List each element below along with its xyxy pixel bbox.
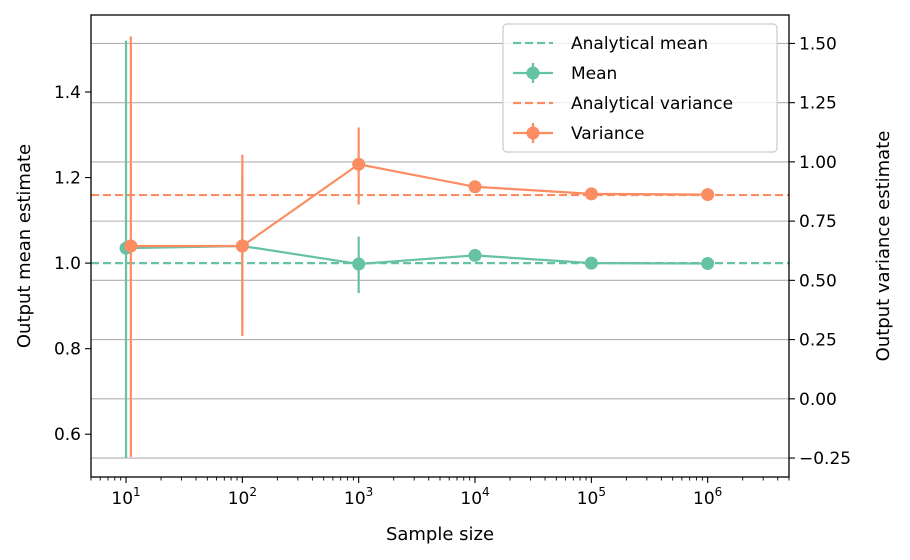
right-y-tick-label: 1.50 bbox=[799, 34, 837, 54]
right-y-axis-label: Output variance estimate bbox=[873, 131, 894, 362]
x-tick-label: 104 bbox=[460, 485, 489, 509]
x-tick-label: 105 bbox=[577, 485, 606, 509]
left-y-tick-label: 0.6 bbox=[54, 425, 81, 445]
right-y-tick-label: 1.00 bbox=[799, 153, 837, 173]
right-y-tick-label: 0.75 bbox=[799, 212, 837, 232]
left-y-tick-label: 1.4 bbox=[54, 83, 81, 103]
series-line bbox=[125, 244, 708, 266]
legend-label: Analytical mean bbox=[571, 34, 708, 54]
left-y-tick-label: 1.0 bbox=[54, 254, 81, 274]
left-y-tick-label: 0.8 bbox=[54, 340, 81, 360]
series-layer bbox=[91, 36, 789, 458]
data-point bbox=[468, 180, 482, 194]
legend: Analytical mean Mean Analytical variance Va… bbox=[502, 23, 778, 153]
left-y-tick-label: 1.2 bbox=[54, 169, 81, 189]
right-y-tick-label: 0.00 bbox=[799, 390, 837, 410]
x-tick-label: 106 bbox=[693, 485, 722, 509]
x-tick-label: 102 bbox=[228, 485, 257, 509]
x-tick-label: 103 bbox=[344, 485, 373, 509]
right-y-tick-label: 1.25 bbox=[799, 94, 837, 114]
legend-label: Variance bbox=[571, 124, 644, 144]
x-axis-label: Sample size bbox=[386, 524, 494, 545]
right-y-tick-label: 0.50 bbox=[799, 271, 837, 291]
right-y-tick-label: 0.25 bbox=[799, 331, 837, 351]
right-y-tick-label: −0.25 bbox=[799, 449, 851, 469]
data-point bbox=[584, 256, 598, 270]
legend-swatch-marker bbox=[526, 126, 540, 140]
data-point bbox=[468, 248, 482, 262]
left-y-axis-label: Output mean estimate bbox=[14, 144, 35, 348]
grid bbox=[91, 42, 789, 459]
x-tick-label: 101 bbox=[111, 485, 140, 509]
legend-label: Mean bbox=[571, 64, 617, 84]
data-point bbox=[235, 239, 249, 253]
data-point bbox=[584, 187, 598, 201]
legend-swatch-marker bbox=[526, 66, 540, 80]
data-point bbox=[701, 257, 715, 271]
data-point bbox=[124, 239, 138, 253]
legend-label: Analytical variance bbox=[571, 94, 733, 114]
data-point bbox=[352, 157, 366, 171]
data-point bbox=[701, 188, 715, 202]
legend-box bbox=[502, 23, 778, 153]
series-line bbox=[130, 163, 708, 248]
data-point bbox=[352, 257, 366, 271]
axes: −0.25 0.00 0.25 0.50 0.75 1.00 1.25 1.50 0.6 0.8 1… bbox=[54, 34, 851, 509]
